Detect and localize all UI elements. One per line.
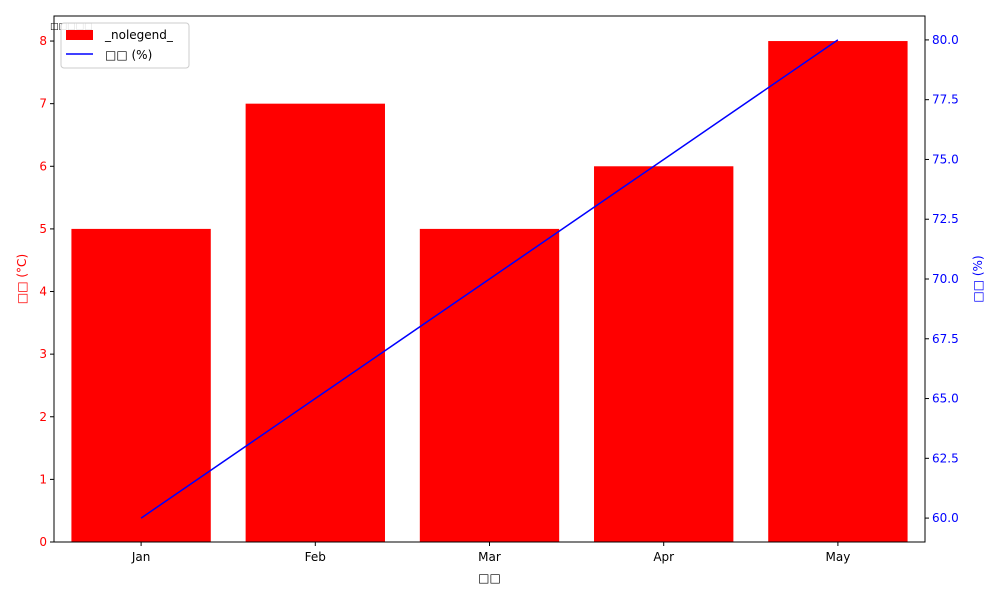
left-tick-label: 7 — [39, 97, 47, 111]
x-axis-label: □□ — [478, 571, 501, 585]
right-tick-label: 65.0 — [932, 392, 959, 406]
left-y-axis-label: □□ (°C) — [15, 254, 29, 304]
right-tick-label: 62.5 — [932, 451, 959, 465]
legend-label-line: □□ (%) — [105, 48, 152, 62]
x-tick-label: Apr — [653, 550, 674, 564]
bar-mar — [419, 228, 560, 542]
line-layer — [140, 39, 839, 519]
left-tick-label: 1 — [39, 472, 47, 486]
left-y-axis: 0 1 2 3 4 5 6 7 8 — [39, 34, 54, 549]
left-tick-label: 5 — [39, 222, 47, 236]
right-tick-label: 80.0 — [932, 33, 959, 47]
x-axis: Jan Feb Mar Apr May — [131, 542, 850, 564]
right-y-axis-label: □□ (%) — [971, 255, 985, 302]
x-tick-label: Feb — [305, 550, 326, 564]
x-tick-label: Jan — [131, 550, 151, 564]
right-tick-label: 60.0 — [932, 511, 959, 525]
right-tick-label: 77.5 — [932, 93, 959, 107]
left-tick-label: 4 — [39, 285, 47, 299]
left-tick-label: 6 — [39, 159, 47, 173]
left-tick-label: 8 — [39, 34, 47, 48]
legend: _nolegend_ □□ (%) — [60, 22, 190, 69]
bar-jan — [71, 228, 211, 542]
bar-may — [768, 41, 908, 543]
left-tick-label: 2 — [39, 410, 47, 424]
right-tick-label: 67.5 — [932, 332, 959, 346]
legend-swatch-bar — [66, 30, 93, 40]
right-tick-label: 70.0 — [932, 272, 959, 286]
right-tick-label: 72.5 — [932, 212, 959, 226]
bar-feb — [245, 103, 385, 543]
legend-label-bar: _nolegend_ — [104, 28, 174, 42]
line-series — [140, 39, 839, 519]
bars-layer — [71, 41, 908, 543]
x-tick-label: Mar — [478, 550, 501, 564]
left-tick-label: 3 — [39, 347, 47, 361]
right-tick-label: 75.0 — [932, 152, 959, 166]
x-tick-label: May — [825, 550, 850, 564]
left-tick-label: 0 — [39, 535, 47, 549]
right-y-axis: 60.0 62.5 65.0 67.5 70.0 72.5 75.0 77.5 80.0 — [925, 33, 959, 525]
bar-apr — [594, 166, 734, 543]
